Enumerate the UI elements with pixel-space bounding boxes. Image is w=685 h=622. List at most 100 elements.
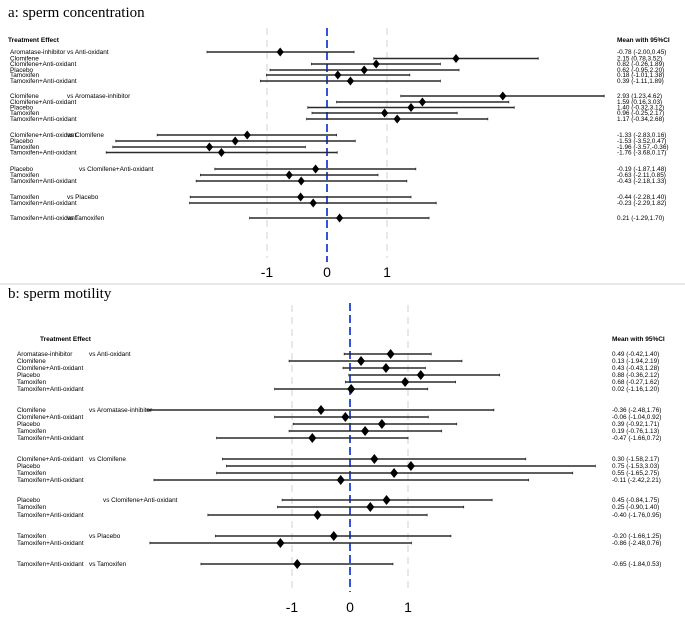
row-label: Placebo bbox=[17, 372, 41, 379]
row-label: Tamoxifen+Anti-oxidant bbox=[10, 150, 77, 157]
mean-ci-value: -0.47 (-1.66,0.72) bbox=[612, 435, 661, 442]
mean-ci-value: 1.59 (0.16,3.03) bbox=[617, 99, 662, 106]
mean-ci-value: -0.44 (-2.28,1.40) bbox=[617, 194, 666, 201]
comparator-label: vs Clomifene+Anti-oxidant bbox=[79, 166, 154, 173]
comparator-label: vs Placebo bbox=[89, 533, 121, 540]
row-label: Placebo bbox=[17, 463, 41, 470]
row-label: Tamoxifen+Anti-oxidant bbox=[17, 477, 84, 484]
row-label: Placebo bbox=[10, 67, 34, 74]
point-estimate-diamond bbox=[416, 370, 425, 380]
comparator-label: vs Tamoxifen bbox=[67, 215, 105, 222]
x-tick-label: 1 bbox=[383, 264, 391, 280]
point-estimate-diamond bbox=[334, 70, 342, 80]
comparator-label: vs Placebo bbox=[67, 194, 99, 201]
row-label: Aromatase-inhibitor bbox=[17, 351, 73, 358]
x-tick-label: 1 bbox=[404, 599, 412, 615]
row-label: Placebo bbox=[10, 166, 34, 173]
point-estimate-diamond bbox=[309, 198, 317, 208]
row-label: Tamoxifen+Anti-oxidant bbox=[10, 178, 77, 185]
mean-ci-value: -0.06 (-1.04,0.92) bbox=[612, 414, 661, 421]
mean-ci-value: -1.76 (-3.68,0.17) bbox=[617, 150, 666, 157]
comparator-label: vs Clomifene+Anti-oxidant bbox=[103, 497, 178, 504]
point-estimate-diamond bbox=[297, 176, 305, 186]
mean-ci-value: -0.43 (-2.18,1.33) bbox=[617, 178, 666, 185]
point-estimate-diamond bbox=[390, 468, 399, 478]
row-label: Tamoxifen bbox=[17, 470, 47, 477]
row-label: Placebo bbox=[10, 105, 34, 112]
mean-ci-value: 2.93 (1.23,4.62) bbox=[617, 93, 662, 100]
row-label: Tamoxifen bbox=[17, 533, 47, 540]
x-tick-label: -1 bbox=[261, 264, 274, 280]
point-estimate-diamond bbox=[377, 419, 386, 429]
column-header-treatment: Treatment Effect bbox=[8, 37, 60, 44]
point-estimate-diamond bbox=[308, 433, 317, 443]
mean-ci-value: 0.68 (-0.27,1.62) bbox=[612, 379, 659, 386]
mean-ci-value: 0.45 (-0.84,1.75) bbox=[612, 497, 659, 504]
point-estimate-diamond bbox=[313, 510, 322, 520]
x-tick-label: 0 bbox=[323, 264, 331, 280]
comparator-label: vs Clomifene bbox=[89, 456, 126, 463]
point-estimate-diamond bbox=[346, 76, 354, 86]
point-estimate-diamond bbox=[382, 495, 391, 505]
mean-ci-value: -0.63 (-2.11,0.85) bbox=[617, 172, 666, 179]
row-label: Tamoxifen+Anti-oxidant bbox=[10, 200, 77, 207]
row-label: Tamoxifen+Anti-oxidant bbox=[10, 116, 77, 123]
mean-ci-value: -0.86 (-2.48,0.76) bbox=[612, 540, 661, 547]
point-estimate-diamond bbox=[452, 54, 460, 63]
mean-ci-value: 0.21 (-1.29,1.70) bbox=[617, 215, 664, 222]
row-label: Tamoxifen+Anti-oxidant bbox=[17, 386, 84, 393]
comparator-label: vs Anti-oxidant bbox=[67, 49, 109, 56]
row-label: Placebo bbox=[17, 497, 41, 504]
mean-ci-value: 0.39 (-1.11,1.89) bbox=[617, 78, 664, 85]
point-estimate-diamond bbox=[205, 142, 213, 152]
row-label: Tamoxifen bbox=[17, 379, 47, 386]
x-tick-label: 0 bbox=[346, 599, 354, 615]
row-label: Clomifene+Anti-oxidant bbox=[10, 132, 76, 139]
comparator-label: vs Tamoxifen bbox=[89, 561, 127, 568]
panel-title: a: sperm concentration bbox=[8, 5, 145, 21]
point-estimate-diamond bbox=[393, 114, 401, 124]
row-label: Clomifene bbox=[10, 56, 39, 63]
mean-ci-value: 0.13 (-1.94,2.19) bbox=[612, 358, 659, 365]
point-estimate-diamond bbox=[366, 502, 375, 512]
row-label: Clomifene+Anti-oxidant bbox=[10, 99, 76, 106]
point-estimate-diamond bbox=[312, 164, 320, 174]
point-estimate-diamond bbox=[381, 108, 389, 118]
row-label: Clomifene+Anti-oxidant bbox=[17, 365, 83, 372]
row-label: Placebo bbox=[10, 138, 34, 145]
row-label: Tamoxifen bbox=[10, 194, 40, 201]
point-estimate-diamond bbox=[386, 349, 395, 359]
row-label: Aromatase-inhibitor bbox=[10, 49, 66, 56]
comparator-label: vs Anti-oxidant bbox=[89, 351, 131, 358]
point-estimate-diamond bbox=[336, 475, 345, 485]
mean-ci-value: -0.20 (-1.66,1.25) bbox=[612, 533, 661, 540]
mean-ci-value: 0.19 (-0.76,1.13) bbox=[612, 428, 659, 435]
row-label: Placebo bbox=[17, 421, 41, 428]
mean-ci-value: 0.18 (-1.01,1.38) bbox=[617, 72, 664, 79]
point-estimate-diamond bbox=[285, 170, 293, 180]
comparator-label: vs Aromatase-inhibitor bbox=[89, 407, 153, 414]
row-label: Tamoxifen bbox=[10, 72, 40, 79]
row-label: Tamoxifen+Anti-oxidant bbox=[17, 435, 84, 442]
row-label: Tamoxifen bbox=[10, 144, 40, 151]
point-estimate-diamond bbox=[329, 531, 338, 541]
mean-ci-value: -0.36 (-2.48,1.76) bbox=[612, 407, 661, 414]
point-estimate-diamond bbox=[276, 538, 285, 548]
point-estimate-diamond bbox=[293, 559, 302, 569]
row-label: Clomifene bbox=[10, 93, 39, 100]
mean-ci-value: 0.55 (-1.65,2.75) bbox=[612, 470, 659, 477]
row-label: Clomifene+Anti-oxidant bbox=[17, 414, 83, 421]
mean-ci-value: 0.82 (-0.26,1.89) bbox=[617, 61, 664, 68]
point-estimate-diamond bbox=[381, 363, 390, 373]
panel-title: b: sperm motility bbox=[8, 286, 112, 302]
point-estimate-diamond bbox=[276, 47, 284, 57]
row-label: Tamoxifen bbox=[10, 172, 40, 179]
column-header-mean-ci: Mean with 95%CI bbox=[612, 336, 665, 343]
mean-ci-value: -0.11 (-2.42,2.21) bbox=[612, 477, 661, 484]
row-label: Clomifene bbox=[17, 407, 46, 414]
mean-ci-value: 1.17 (-0.34,2.68) bbox=[617, 116, 664, 123]
point-estimate-diamond bbox=[243, 130, 251, 140]
point-estimate-diamond bbox=[406, 461, 415, 471]
mean-ci-value: -1.53 (-3.52,0.47) bbox=[617, 138, 666, 145]
